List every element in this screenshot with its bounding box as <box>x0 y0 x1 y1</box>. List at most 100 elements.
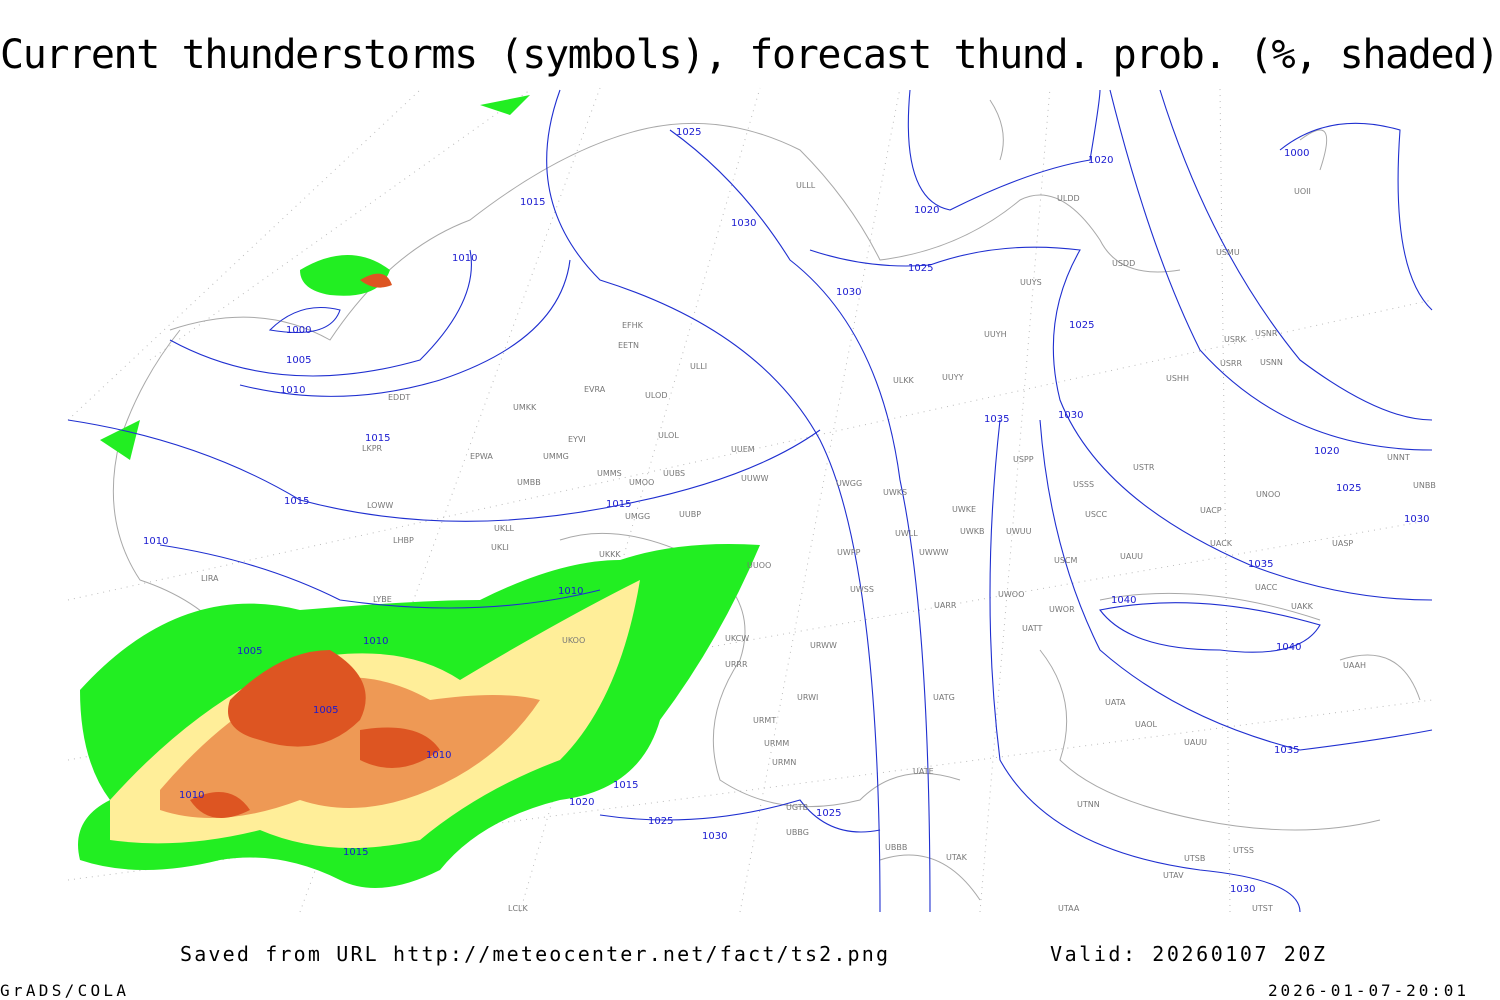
station-code: UATA <box>1105 698 1126 707</box>
station-code: UATE <box>913 767 934 776</box>
station-code: UWKE <box>952 505 976 514</box>
isobars <box>67 89 1433 913</box>
station-code: UNOO <box>1256 490 1280 499</box>
isobar-label: 1025 <box>648 816 673 827</box>
isobar-label: 1015 <box>284 496 309 507</box>
isobar-label: 1015 <box>613 780 638 791</box>
station-code: UACP <box>1200 506 1222 515</box>
isobar-label: 1025 <box>676 127 701 138</box>
isobar-label: 1020 <box>1314 446 1339 457</box>
station-code: URWI <box>797 693 818 702</box>
station-code: USNR <box>1255 329 1278 338</box>
isobar-label: 1010 <box>452 253 477 264</box>
isobar-label: 1000 <box>1284 148 1309 159</box>
isobar-label: 1010 <box>143 536 168 547</box>
isobar-label: 1040 <box>1111 595 1136 606</box>
isobar-label: 1005 <box>313 705 338 716</box>
isobar-label: 1035 <box>984 414 1009 425</box>
station-code: USHH <box>1166 374 1189 383</box>
station-code: UMBB <box>517 478 541 487</box>
station-code: UUBS <box>663 469 685 478</box>
credit: GrADS/COLA <box>0 981 126 1000</box>
isobar-label: 1030 <box>1058 410 1083 421</box>
isobar-label: 1035 <box>1274 745 1299 756</box>
station-code: LYBE <box>373 595 392 604</box>
station-code: UKLL <box>494 524 515 533</box>
station-code: UTAV <box>1163 871 1184 880</box>
station-code: LOWW <box>367 501 393 510</box>
station-code: UTNN <box>1077 800 1100 809</box>
title: Current thunderstorms (symbols), forecas… <box>0 32 1500 78</box>
station-code: LKPR <box>362 444 383 453</box>
station-code: UWPP <box>837 548 861 557</box>
station-code: ULKK <box>893 376 915 385</box>
station-code: URRR <box>725 660 748 669</box>
station-code: USDD <box>1112 259 1135 268</box>
station-code: URMM <box>764 739 789 748</box>
station-code: URMT <box>753 716 776 725</box>
station-code: USMU <box>1216 248 1240 257</box>
isobar-label: 1040 <box>1276 642 1301 653</box>
isobar-label: 1010 <box>558 586 583 597</box>
station-code: UMOO <box>629 478 654 487</box>
isobar-label: 1025 <box>1336 483 1361 494</box>
station-code: UAKK <box>1291 602 1314 611</box>
station-code: UWWW <box>919 548 949 557</box>
isobar-label: 1010 <box>280 385 305 396</box>
thunderstorm-probability <box>78 95 760 888</box>
timestamp: 2026-01-07-20:01 <box>1268 981 1466 1000</box>
station-code: UKOO <box>562 636 585 645</box>
station-code: UTSS <box>1233 846 1254 855</box>
map-labels: 1025 1015 1030 1020 1020 1025 1030 1010 1000 1005… <box>143 127 1436 913</box>
station-code: UAAH <box>1343 661 1366 670</box>
station-code: UACC <box>1255 583 1278 592</box>
coastlines <box>112 99 1421 901</box>
station-code: ULDD <box>1057 194 1080 203</box>
station-code: UATG <box>933 693 955 702</box>
isobar-label: 1030 <box>702 831 727 842</box>
station-code: UOII <box>1294 187 1311 196</box>
station-code: USNN <box>1260 358 1283 367</box>
isobar-label: 1015 <box>606 499 631 510</box>
station-code: UUYS <box>1020 278 1042 287</box>
station-code: EYVI <box>568 435 586 444</box>
station-code: USPP <box>1013 455 1034 464</box>
isobar-label: 1010 <box>426 750 451 761</box>
station-code: UUYY <box>942 373 964 382</box>
station-code: USCM <box>1054 556 1078 565</box>
station-code: UWOR <box>1049 605 1075 614</box>
isobar-label: 1020 <box>569 797 594 808</box>
isobar-label: 1025 <box>816 808 841 819</box>
station-code: UARR <box>934 601 957 610</box>
station-code: UKKK <box>599 550 621 559</box>
station-code: URMN <box>772 758 796 767</box>
station-code: UAUU <box>1184 738 1207 747</box>
isobar-label: 1015 <box>343 847 368 858</box>
valid-time: Valid: 20260107 20Z <box>1050 942 1325 966</box>
station-code: EDDT <box>388 393 410 402</box>
station-code: UWKS <box>883 488 907 497</box>
station-code: USRK <box>1224 335 1246 344</box>
station-code: USCC <box>1085 510 1108 519</box>
station-code: UBBB <box>885 843 907 852</box>
station-code: UKCW <box>725 634 749 643</box>
station-code: UUYH <box>984 330 1007 339</box>
source-url: Saved from URL http://meteocenter.net/fa… <box>180 942 888 966</box>
station-code: LCLK <box>508 904 529 913</box>
station-code: LHBP <box>393 536 414 545</box>
station-code: UWOO <box>998 590 1024 599</box>
station-code: UUBP <box>679 510 701 519</box>
isobar-label: 1025 <box>1069 320 1094 331</box>
isobar-label: 1030 <box>836 287 861 298</box>
station-code: UUOO <box>747 561 771 570</box>
station-code: UNNT <box>1387 453 1410 462</box>
isobar-label: 1020 <box>914 205 939 216</box>
station-code: UGTB <box>786 803 808 812</box>
isobar-label: 1010 <box>179 790 204 801</box>
station-code: UBBG <box>786 828 809 837</box>
station-code: UUEM <box>731 445 755 454</box>
station-code: UAUU <box>1120 552 1143 561</box>
isobar-label: 1015 <box>520 197 545 208</box>
isobar-label: 1015 <box>365 433 390 444</box>
station-code: UWSS <box>850 585 874 594</box>
